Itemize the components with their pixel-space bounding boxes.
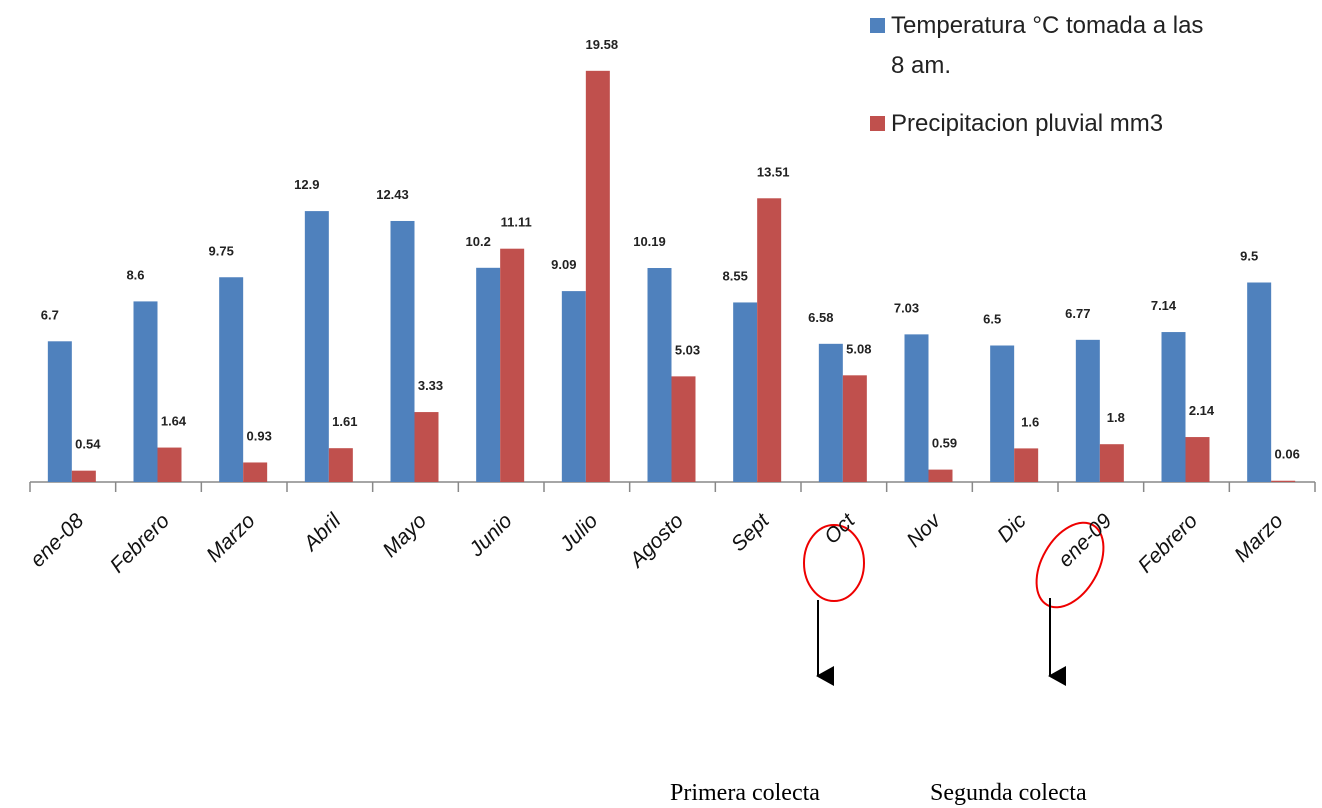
legend-item: Precipitacion pluvial mm3 — [870, 104, 1163, 144]
bar — [561, 291, 586, 482]
bar — [243, 462, 268, 482]
value-label: 6.77 — [1065, 306, 1090, 321]
x-tick-label: Marzo — [202, 509, 260, 567]
value-label: 6.7 — [41, 307, 59, 322]
x-tick-label: ene-09 — [1054, 509, 1117, 572]
value-label: 0.93 — [247, 428, 272, 443]
x-tick-label: Dic — [993, 509, 1031, 547]
bar — [219, 277, 244, 482]
legend-swatch — [870, 116, 885, 131]
bar — [1247, 282, 1272, 482]
bar — [390, 220, 415, 482]
value-label: 0.59 — [932, 436, 957, 451]
bar — [328, 448, 353, 482]
x-tick-label: Abril — [298, 508, 346, 556]
x-tick-label: Agosto — [624, 509, 688, 573]
bar — [1185, 437, 1210, 482]
bar — [1075, 339, 1100, 482]
legend-label: Temperatura °C tomada a las 8 am. — [891, 12, 1204, 79]
value-label: 0.06 — [1275, 447, 1300, 462]
value-label: 11.11 — [501, 215, 532, 230]
value-label: 8.55 — [723, 268, 748, 283]
bar — [1161, 332, 1186, 482]
x-tick-label: Febrero — [1134, 509, 1202, 577]
value-label: 1.64 — [161, 414, 187, 429]
bar — [990, 345, 1015, 482]
annotation: Segunda colecta — [930, 780, 1087, 806]
bar — [71, 470, 96, 482]
value-label: 9.75 — [209, 243, 234, 258]
bar — [1099, 444, 1124, 482]
bar — [500, 248, 525, 482]
bar — [733, 302, 758, 482]
value-label: 9.09 — [551, 257, 576, 272]
value-label: 10.19 — [633, 234, 666, 249]
value-label: 1.6 — [1021, 414, 1039, 429]
value-label: 6.58 — [808, 310, 833, 325]
highlight-circle — [1035, 521, 1105, 609]
legend-item: Temperatura °C tomada a las 8 am. — [870, 6, 1310, 86]
value-label: 5.08 — [846, 341, 871, 356]
value-label: 7.03 — [894, 300, 919, 315]
bar — [904, 334, 929, 482]
bar — [757, 198, 782, 483]
bar — [476, 267, 501, 482]
x-tick-label: ene-08 — [26, 509, 89, 572]
bar — [157, 447, 182, 482]
x-tick-label: Mayo — [378, 509, 431, 562]
bar — [585, 70, 610, 482]
x-tick-label: Junio — [464, 509, 517, 562]
value-label: 12.43 — [376, 187, 409, 202]
legend-label: Precipitacion pluvial mm3 — [891, 110, 1164, 137]
x-tick-label: Febrero — [106, 509, 174, 577]
bar — [671, 376, 696, 482]
x-tick-label: Julio — [555, 509, 603, 557]
value-label: 2.14 — [1189, 403, 1215, 418]
x-tick-label: Nov — [902, 508, 946, 552]
value-label: 5.03 — [675, 342, 700, 357]
bar — [47, 341, 72, 482]
value-label: 1.61 — [332, 414, 357, 429]
bar — [1014, 448, 1039, 482]
annotation: Primera colecta — [670, 780, 820, 806]
legend-swatch — [870, 18, 885, 33]
bar — [647, 268, 672, 482]
value-label: 7.14 — [1151, 298, 1177, 313]
value-label: 12.9 — [294, 177, 319, 192]
bar — [133, 301, 158, 482]
highlight-circle — [803, 524, 865, 602]
bar — [818, 343, 843, 482]
bar — [414, 412, 439, 482]
value-label: 8.6 — [126, 267, 144, 282]
x-tick-label: Marzo — [1230, 509, 1288, 567]
bar — [928, 469, 953, 482]
bar — [1271, 480, 1296, 482]
value-label: 0.54 — [75, 437, 101, 452]
bar — [842, 375, 867, 482]
x-tick-label: Sept — [727, 508, 775, 556]
value-label: 3.33 — [418, 378, 443, 393]
value-label: 6.5 — [983, 312, 1001, 327]
value-label: 19.58 — [586, 37, 619, 52]
value-label: 1.8 — [1107, 410, 1125, 425]
value-label: 10.2 — [466, 234, 491, 249]
value-label: 13.51 — [757, 164, 790, 179]
bar — [304, 211, 329, 482]
value-label: 9.5 — [1240, 249, 1258, 264]
x-tick-label: Oct — [820, 508, 860, 548]
